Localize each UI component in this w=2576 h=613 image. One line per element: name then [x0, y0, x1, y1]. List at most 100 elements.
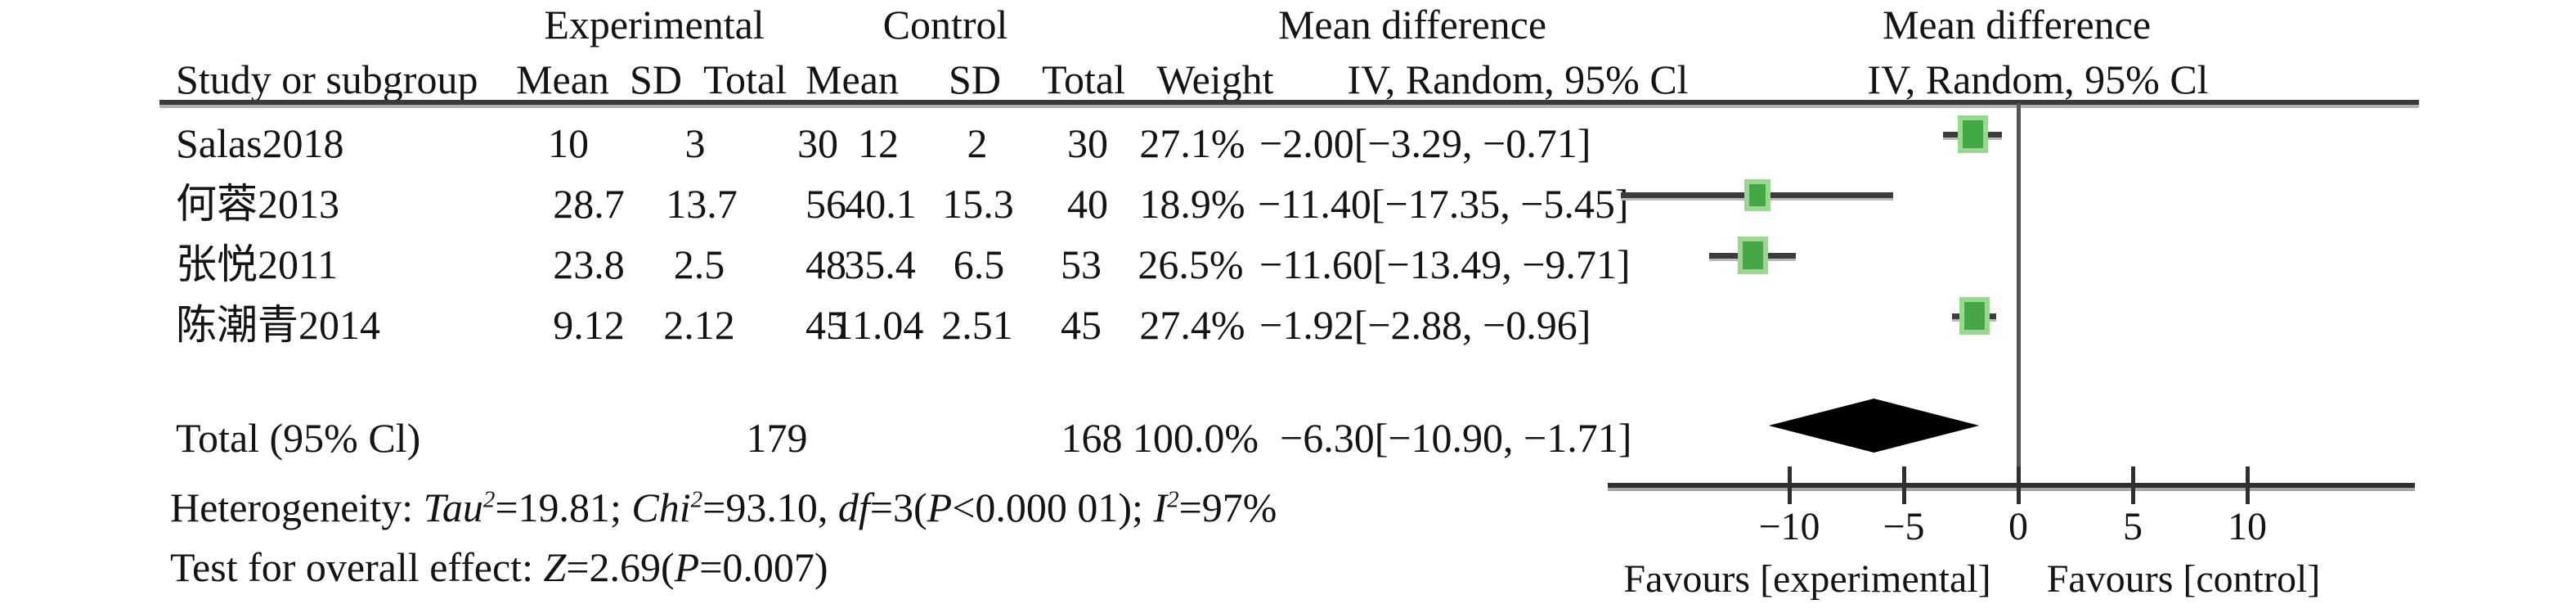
column-header-row: Study or subgroup Mean SD Total Mean SD …: [0, 55, 2576, 104]
total-label: Total (95% Cl): [176, 415, 421, 461]
x-axis-tick: [2246, 467, 2250, 504]
zero-effect-line: [2017, 103, 2021, 489]
header-mean-difference-left: Mean difference: [1277, 2, 1547, 47]
overall-p: P: [674, 544, 700, 590]
sd-exp-value: 2.5: [673, 241, 725, 287]
x-axis-tick-label: 5: [2123, 505, 2143, 548]
het-df: df: [837, 485, 870, 530]
mean-ctl-value: 11.04: [832, 302, 924, 348]
x-axis-tick: [1788, 467, 1792, 504]
table-row: Salas2018 10 3 30 12 2 30 27.1% −2.00[−3…: [0, 119, 2576, 168]
study-label: 何蓉2013: [176, 181, 339, 227]
sd-ctl-value: 2.51: [941, 302, 1013, 348]
ci-text: −11.60[−13.49, −9.71]: [1259, 241, 1631, 287]
col-header-weight: Weight: [1156, 56, 1274, 102]
total-exp-value: 48: [806, 241, 846, 287]
overall-effect-row: Test for overall effect: Z=2.69(P=0.007): [0, 543, 2576, 592]
het-chi: Chi: [631, 485, 691, 530]
col-header-total-ctl: Total: [1041, 56, 1126, 102]
weight-value: 26.5%: [1138, 241, 1244, 287]
het-i2-sup: 2: [1167, 486, 1179, 513]
sd-exp-value: 13.7: [666, 181, 738, 227]
sd-ctl-value: 2: [967, 120, 988, 166]
col-header-sd-exp: SD: [630, 56, 682, 102]
x-axis-tick-label: −5: [1883, 505, 1925, 548]
total-exp-value: 45: [806, 302, 846, 348]
table-row: 张悦2011 23.8 2.5 48 35.4 6.5 53 26.5% −11…: [0, 240, 2576, 289]
header-mean-difference-right: Mean difference: [1882, 2, 2152, 47]
header-divider-line: [159, 100, 2419, 105]
mean-ctl-value: 12: [858, 120, 899, 166]
het-p-value: <0.000 01);: [952, 485, 1154, 530]
study-label: Salas2018: [176, 120, 344, 166]
overall-prefix: Test for overall effect:: [170, 544, 544, 590]
favours-experimental-label: Favours [experimental]: [1623, 557, 1991, 601]
total-ctl-sum: 168: [1061, 415, 1123, 461]
het-i2-value: =97%: [1178, 485, 1277, 530]
mean-exp-value: 10: [548, 120, 589, 166]
col-header-ci-right: IV, Random, 95% Cl: [1867, 56, 2209, 102]
total-ctl-value: 30: [1067, 120, 1108, 166]
ci-text: −11.40[−17.35, −5.45]: [1258, 181, 1629, 227]
study-label: 张悦2011: [176, 241, 339, 287]
het-tau-sup: 2: [482, 486, 496, 513]
x-axis-tick: [1902, 467, 1906, 504]
col-header-study: Study or subgroup: [176, 56, 478, 102]
ci-text: −2.00[−3.29, −0.71]: [1259, 120, 1591, 166]
het-tau-value: =19.81;: [495, 485, 632, 530]
total-weight: 100.0%: [1132, 415, 1259, 461]
total-exp-sum: 179: [746, 415, 808, 461]
overall-z: Z: [543, 544, 567, 590]
favours-control-label: Favours [control]: [2046, 557, 2321, 601]
mean-ctl-value: 40.1: [845, 181, 917, 227]
het-chi-sup: 2: [690, 486, 703, 513]
weight-value: 27.4%: [1139, 302, 1245, 348]
x-axis-line: [1608, 483, 2415, 488]
mean-exp-value: 28.7: [553, 181, 625, 227]
total-exp-value: 30: [797, 120, 838, 166]
weight-value: 27.1%: [1139, 120, 1245, 166]
total-row: Total (95% Cl) 179 168 100.0% −6.30[−10.…: [0, 413, 2576, 462]
het-chi-value: =93.10,: [702, 485, 838, 530]
ci-text: −1.92[−2.88, −0.96]: [1259, 302, 1591, 348]
col-header-sd-ctl: SD: [949, 56, 1001, 102]
study-label: 陈潮青2014: [176, 302, 380, 348]
sd-exp-value: 2.12: [663, 302, 735, 348]
weight-value: 18.9%: [1139, 181, 1245, 227]
total-ctl-value: 53: [1061, 241, 1102, 287]
study-point-marker: [1962, 120, 1983, 148]
group-header-row: Experimental Control Mean difference Mea…: [0, 0, 2576, 49]
het-df-value: =3(: [869, 485, 927, 530]
total-ctl-value: 40: [1067, 181, 1108, 227]
heterogeneity-text: Heterogeneity: Tau2=19.81; Chi2=93.10, d…: [170, 483, 1277, 532]
heterogeneity-row: Heterogeneity: Tau2=19.81; Chi2=93.10, d…: [0, 483, 2576, 532]
total-ci-text: −6.30[−10.90, −1.71]: [1280, 415, 1632, 461]
col-header-mean-exp: Mean: [516, 56, 609, 102]
het-prefix: Heterogeneity:: [170, 485, 424, 530]
study-point-marker: [1742, 241, 1763, 269]
sd-ctl-value: 6.5: [953, 241, 1005, 287]
header-experimental: Experimental: [544, 2, 765, 47]
x-axis-tick-label: 0: [2008, 505, 2028, 548]
sd-ctl-value: 15.3: [942, 181, 1014, 227]
x-axis-tick-label: −10: [1758, 505, 1820, 548]
x-axis-tick: [2131, 467, 2135, 504]
het-tau: Tau: [423, 485, 483, 530]
overall-p-value: =0.007): [699, 544, 828, 590]
sd-exp-value: 3: [684, 120, 706, 166]
table-row: 陈潮青2014 9.12 2.12 45 11.04 2.51 45 27.4%…: [0, 300, 2576, 349]
study-point-marker: [1748, 183, 1766, 206]
total-ctl-value: 45: [1061, 302, 1102, 348]
het-i2: I: [1153, 485, 1168, 530]
het-p: P: [927, 485, 953, 530]
col-header-total-exp: Total: [702, 56, 788, 102]
total-exp-value: 56: [806, 181, 846, 227]
mean-exp-value: 9.12: [553, 302, 625, 348]
x-axis-tick: [2017, 467, 2021, 504]
col-header-ci-left: IV, Random, 95% Cl: [1347, 56, 1689, 102]
mean-ctl-value: 35.4: [844, 241, 916, 287]
mean-exp-value: 23.8: [553, 241, 625, 287]
table-row: 何蓉2013 28.7 13.7 56 40.1 15.3 40 18.9% −…: [0, 179, 2576, 228]
study-point-marker: [1963, 302, 1985, 330]
